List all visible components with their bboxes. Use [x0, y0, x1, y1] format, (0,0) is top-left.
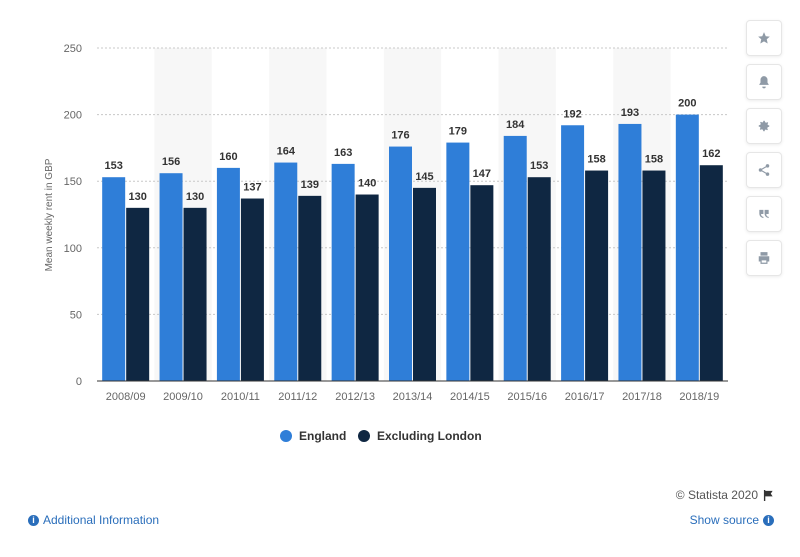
- bar-england[interactable]: [561, 125, 585, 381]
- additional-information-link[interactable]: i Additional Information: [28, 513, 159, 527]
- bars: [102, 114, 723, 381]
- info-icon: i: [28, 514, 39, 526]
- y-axis-ticks: 0 50 100 150 200 250: [64, 43, 82, 388]
- x-tick-label: 2016/17: [565, 391, 605, 403]
- bar-england[interactable]: [331, 163, 355, 381]
- data-label: 176: [391, 130, 409, 142]
- legend-item[interactable]: England: [280, 429, 346, 443]
- legend-label: England: [299, 429, 346, 443]
- bar-excluding-london[interactable]: [126, 207, 150, 381]
- x-tick-label: 2010/11: [221, 391, 260, 403]
- info-icon: i: [763, 514, 774, 526]
- quote-icon: [759, 209, 769, 219]
- cite-button[interactable]: [746, 196, 782, 232]
- x-tick-label: 2018/19: [679, 391, 719, 403]
- legend-item[interactable]: Excluding London: [358, 429, 482, 443]
- y-axis-title: Mean weekly rent in GBP: [44, 158, 55, 271]
- bar-england[interactable]: [102, 177, 126, 381]
- additional-information-label: Additional Information: [43, 513, 160, 527]
- data-labels: 153 130 156 130 160 137 164 139 163 140 176 145 179 1…: [105, 98, 721, 203]
- data-label: 164: [277, 146, 296, 158]
- settings-button[interactable]: [746, 108, 782, 144]
- data-label: 145: [415, 171, 433, 183]
- y-tick-label: 0: [76, 376, 82, 388]
- x-tick-label: 2017/18: [622, 391, 662, 403]
- x-tick-label: 2013/14: [393, 391, 433, 403]
- x-tick-label: 2012/13: [335, 391, 375, 403]
- print-icon: [758, 252, 770, 264]
- toolbar-sidebar: [746, 20, 782, 284]
- x-tick-label: 2009/10: [163, 391, 203, 403]
- favorite-button[interactable]: [746, 20, 782, 56]
- copyright-notice: © Statista 2020: [676, 488, 774, 502]
- data-label: 158: [645, 154, 663, 166]
- data-label: 200: [678, 98, 696, 110]
- share-button[interactable]: [746, 152, 782, 188]
- data-label: 158: [587, 154, 605, 166]
- star-icon: [758, 32, 770, 44]
- x-axis-ticks: 2008/09 2009/10 2010/11 2011/12 2012/13 2013/…: [106, 391, 719, 403]
- x-tick-label: 2015/16: [507, 391, 547, 403]
- data-label: 192: [563, 108, 581, 120]
- bar-excluding-london[interactable]: [240, 198, 264, 381]
- data-label: 179: [449, 126, 467, 138]
- data-label: 137: [243, 182, 261, 194]
- bar-excluding-london[interactable]: [470, 185, 494, 381]
- legend-marker: [358, 430, 370, 442]
- legend: England Excluding London: [280, 429, 482, 443]
- data-label: 130: [129, 191, 147, 203]
- bar-excluding-london[interactable]: [183, 207, 207, 381]
- data-label: 163: [334, 147, 352, 159]
- y-tick-label: 250: [64, 43, 82, 55]
- data-label: 162: [702, 148, 720, 160]
- data-label: 193: [621, 107, 639, 119]
- bar-excluding-london[interactable]: [699, 165, 723, 381]
- y-tick-label: 150: [64, 176, 82, 188]
- data-label: 184: [506, 119, 525, 131]
- data-label: 130: [186, 191, 204, 203]
- data-label: 147: [473, 168, 491, 180]
- x-tick-label: 2011/12: [278, 391, 317, 403]
- x-tick-label: 2008/09: [106, 391, 146, 403]
- bar-excluding-london[interactable]: [527, 177, 551, 381]
- x-tick-label: 2014/15: [450, 391, 490, 403]
- notification-button[interactable]: [746, 64, 782, 100]
- show-source-label: Show source: [689, 513, 759, 527]
- bar-excluding-london[interactable]: [355, 194, 379, 381]
- bar-excluding-london[interactable]: [642, 170, 666, 381]
- y-tick-label: 200: [64, 110, 82, 122]
- data-label: 140: [358, 178, 376, 190]
- show-source-link[interactable]: Show source i: [690, 513, 774, 527]
- bar-england[interactable]: [389, 146, 412, 381]
- flag-icon: [763, 489, 773, 501]
- bar-england[interactable]: [618, 123, 642, 381]
- data-label: 153: [105, 160, 123, 172]
- data-label: 156: [162, 156, 180, 168]
- bell-icon: [759, 76, 769, 89]
- y-tick-label: 50: [70, 309, 82, 321]
- bar-england[interactable]: [503, 135, 527, 381]
- bar-excluding-london[interactable]: [413, 187, 436, 381]
- data-label: 153: [530, 160, 548, 172]
- bar-excluding-london[interactable]: [298, 195, 322, 381]
- bar-england[interactable]: [274, 162, 298, 381]
- data-label: 160: [219, 151, 237, 163]
- data-label: 139: [301, 179, 319, 191]
- legend-label: Excluding London: [377, 429, 482, 443]
- bar-excluding-london[interactable]: [585, 170, 609, 381]
- bar-england[interactable]: [675, 114, 699, 381]
- copyright-text: © Statista 2020: [675, 488, 758, 502]
- print-button[interactable]: [746, 240, 782, 276]
- y-tick-label: 100: [64, 243, 82, 255]
- share-icon: [758, 164, 770, 176]
- gear-icon: [758, 120, 770, 132]
- bar-england[interactable]: [216, 167, 240, 381]
- legend-marker: [280, 430, 292, 442]
- bar-england[interactable]: [446, 142, 470, 381]
- bar-england[interactable]: [159, 173, 183, 381]
